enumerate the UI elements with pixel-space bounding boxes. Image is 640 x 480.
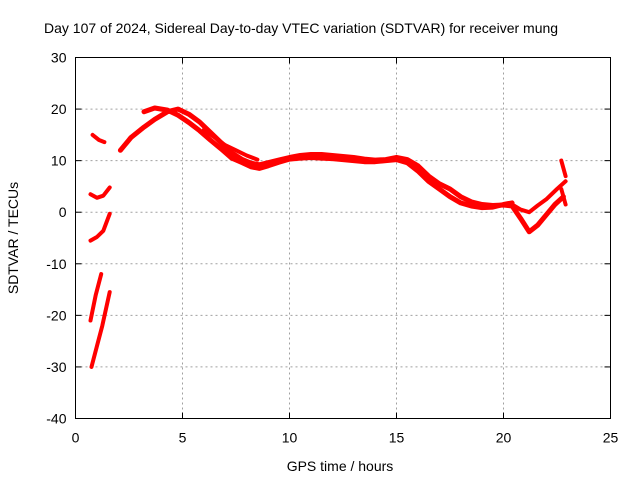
chart-title: Day 107 of 2024, Sidereal Day-to-day VTE… xyxy=(44,20,558,36)
series-arc-1 xyxy=(90,132,107,145)
y-tick-label: -20 xyxy=(46,307,66,323)
y-tick-labels: -40 -30 -20 -10 0 10 20 30 xyxy=(46,50,66,427)
series-arc-6 xyxy=(117,106,566,235)
series-arc-7 xyxy=(141,105,515,211)
series-arc-5 xyxy=(89,290,112,369)
series-arc-8 xyxy=(201,127,260,162)
y-tick-label: -30 xyxy=(46,359,66,375)
y-tick-label: -40 xyxy=(46,411,66,427)
y-tick-label: 0 xyxy=(59,204,67,220)
x-tick-label: 15 xyxy=(389,430,405,446)
series-arc-11 xyxy=(559,187,568,207)
series-arc-10 xyxy=(559,158,568,179)
y-tick-label: 30 xyxy=(51,50,67,66)
y-tick-label: -10 xyxy=(46,256,66,272)
y-tick-label: 20 xyxy=(51,101,67,117)
series-arc-3 xyxy=(88,211,112,243)
x-tick-label: 25 xyxy=(603,430,619,446)
y-axis-title: SDTVAR / TECUs xyxy=(5,182,21,294)
series-arc-4 xyxy=(88,272,104,323)
y-tick-label: 10 xyxy=(51,153,67,169)
axis-ticks xyxy=(75,57,611,419)
x-tick-labels: 0 5 10 15 20 25 xyxy=(72,430,619,446)
plot-frame xyxy=(75,57,611,419)
x-axis-title: GPS time / hours xyxy=(287,458,394,474)
x-tick-label: 5 xyxy=(179,430,187,446)
x-tick-label: 10 xyxy=(282,430,298,446)
grid-lines xyxy=(75,57,611,419)
data-series xyxy=(88,105,568,369)
x-tick-label: 20 xyxy=(496,430,512,446)
series-arc-2 xyxy=(88,185,112,200)
series-arc-9 xyxy=(510,179,568,215)
x-tick-label: 0 xyxy=(72,430,80,446)
